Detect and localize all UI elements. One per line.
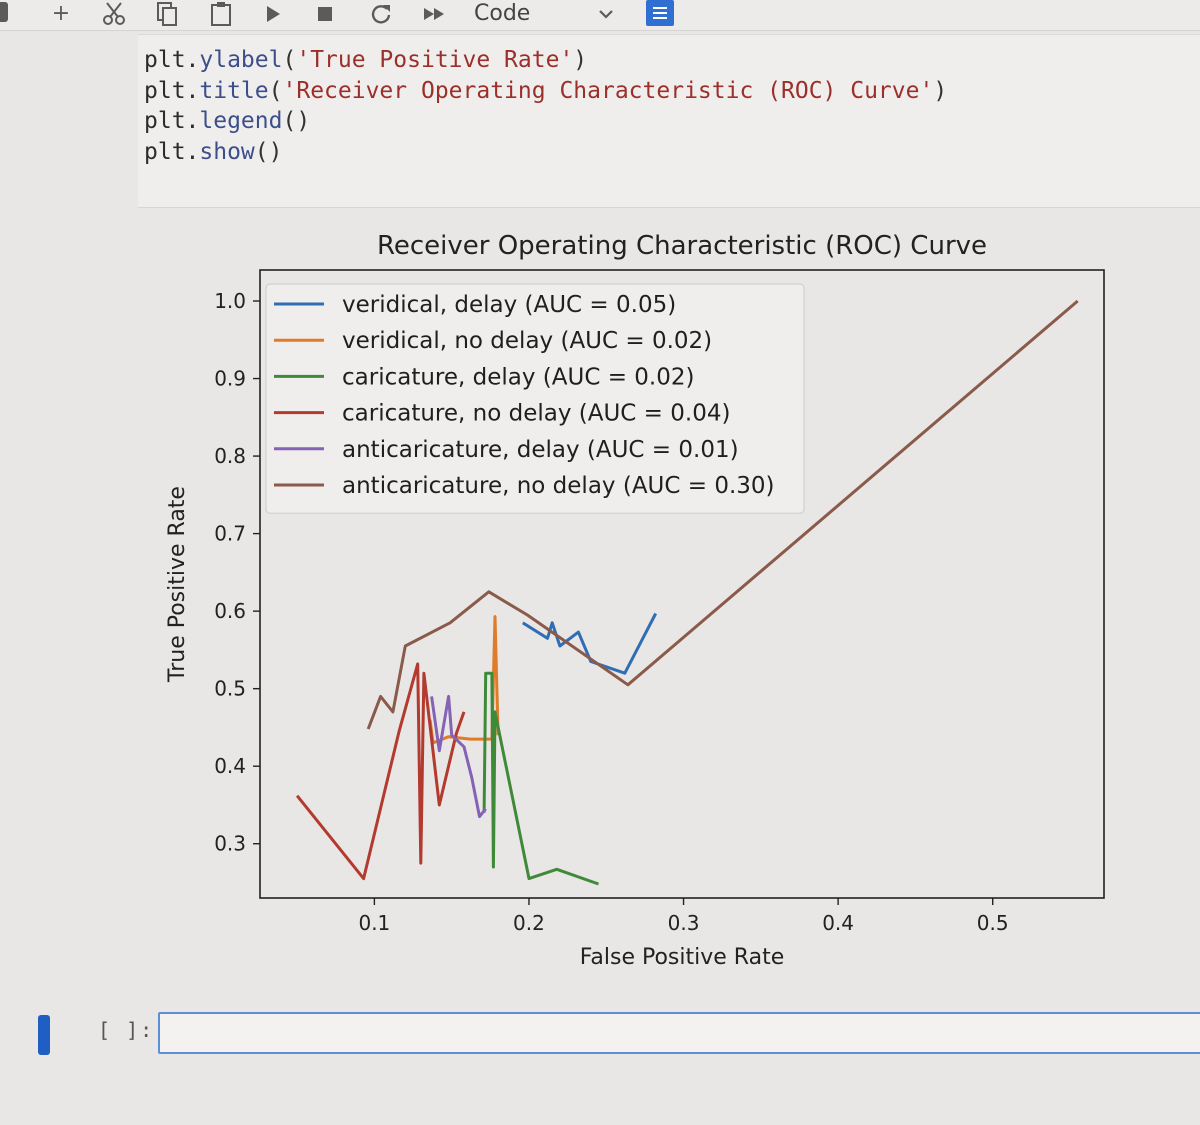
fast-forward-icon[interactable] [418, 0, 452, 28]
paste-icon[interactable] [204, 0, 238, 28]
y-axis-label: True Positive Rate [165, 486, 190, 683]
y-tick-label: 0.4 [214, 754, 246, 778]
x-axis-label: False Positive Rate [580, 945, 784, 970]
copy-icon[interactable] [150, 0, 184, 28]
legend-entry: anticaricature, delay (AUC = 0.01) [342, 437, 739, 463]
cell-type-value: Code [474, 1, 531, 26]
stop-icon[interactable] [310, 0, 340, 28]
series-layer [295, 299, 1079, 886]
x-tick-label: 0.4 [822, 911, 854, 935]
cell-type-select[interactable]: Code [474, 0, 544, 28]
chevron-down-icon[interactable] [592, 0, 620, 28]
save-icon[interactable] [0, 2, 8, 22]
code-line-1: plt.ylabel('True Positive Rate') [144, 47, 588, 73]
legend-entry: caricature, delay (AUC = 0.02) [342, 364, 694, 390]
legend-entry: veridical, no delay (AUC = 0.02) [342, 328, 712, 354]
series-line-3 [482, 671, 599, 886]
restart-icon[interactable] [366, 0, 396, 28]
y-tick-label: 0.7 [214, 522, 246, 546]
series-line-2 [428, 615, 500, 745]
series-line-5 [430, 694, 487, 819]
x-tick-label: 0.3 [668, 911, 700, 935]
y-tick-label: 0.8 [214, 444, 246, 468]
code-line-2: plt.title('Receiver Operating Characteri… [144, 77, 948, 104]
legend-entry: caricature, no delay (AUC = 0.04) [342, 401, 730, 427]
roc-chart: Receiver Operating Characteristic (ROC) … [165, 231, 1105, 970]
chart-title: Receiver Operating Characteristic (ROC) … [377, 231, 987, 261]
add-cell-icon[interactable]: + [51, 1, 71, 26]
run-icon[interactable] [258, 0, 288, 28]
series-line-4 [295, 662, 466, 881]
property-inspector-icon[interactable] [646, 0, 674, 26]
code-lines: plt.ylabel('True Positive Rate') plt.tit… [144, 45, 947, 167]
series-line-6 [366, 299, 1079, 730]
cell-output: Receiver Operating Characteristic (ROC) … [0, 208, 1200, 988]
legend: veridical, delay (AUC = 0.05) veridical, … [265, 283, 805, 514]
y-tick-label: 0.5 [214, 677, 246, 701]
y-tick-label: 1.0 [214, 289, 246, 313]
x-tick-label: 0.5 [977, 911, 1009, 935]
x-axis: 0.1 0.2 0.3 0.4 0.5 [358, 898, 1009, 935]
notebook-toolbar: + Code [0, 0, 1200, 31]
x-tick-label: 0.2 [513, 911, 545, 935]
x-tick-label: 0.1 [358, 911, 390, 935]
code-line-3: plt.legend() [144, 108, 311, 134]
y-tick-label: 0.6 [214, 599, 246, 623]
series-line-1 [522, 612, 658, 675]
legend-entry: anticaricature, no delay (AUC = 0.30) [342, 473, 775, 499]
plot-frame [259, 269, 1105, 899]
cut-icon[interactable] [96, 0, 132, 28]
code-line-4: plt.show() [144, 138, 283, 165]
y-tick-label: 0.3 [214, 832, 246, 856]
legend-entry: veridical, delay (AUC = 0.05) [342, 292, 676, 318]
legend-frame [265, 283, 805, 514]
y-tick-label: 0.9 [214, 367, 246, 391]
empty-code-input[interactable] [158, 1012, 1200, 1054]
code-cell-input[interactable]: plt.ylabel('True Positive Rate') plt.tit… [138, 34, 1200, 208]
y-axis: 0.3 0.4 0.5 0.6 0.7 0.8 0.9 1.0 [214, 289, 260, 856]
active-cell-indicator [38, 1015, 50, 1055]
input-prompt: [ ]: [98, 1018, 155, 1042]
